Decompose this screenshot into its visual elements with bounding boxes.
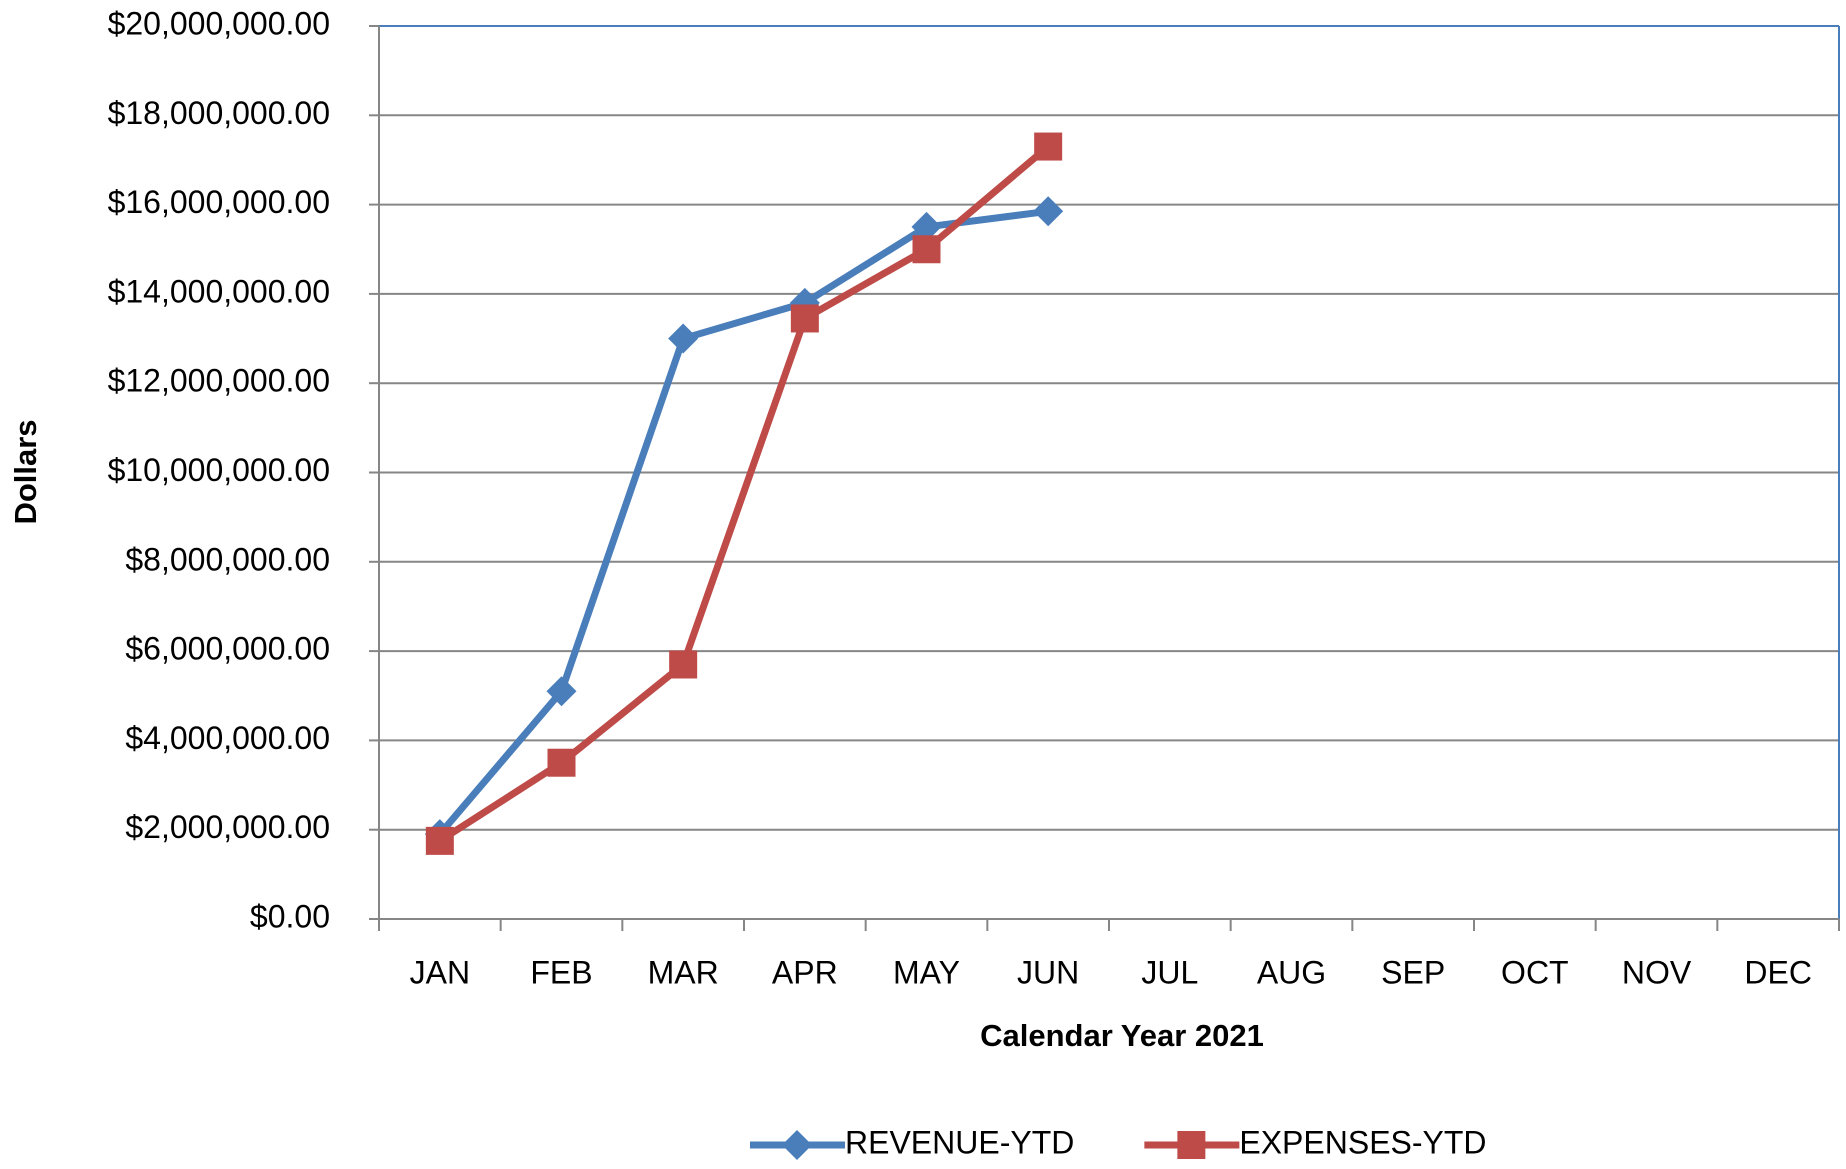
y-tick-label: $6,000,000.00 (125, 631, 330, 667)
x-tick-label: NOV (1622, 954, 1692, 990)
y-tick-label: $10,000,000.00 (108, 452, 330, 488)
legend-marker (1177, 1131, 1206, 1159)
x-tick-label: DEC (1744, 954, 1812, 990)
x-tick-label: OCT (1501, 954, 1569, 990)
legend-marker (782, 1130, 812, 1160)
legend-label: REVENUE-YTD (845, 1124, 1074, 1160)
data-point (912, 235, 941, 264)
y-tick-label: $14,000,000.00 (108, 273, 330, 309)
y-tick-label: $2,000,000.00 (125, 809, 330, 845)
y-tick-label: $4,000,000.00 (125, 720, 330, 756)
series-line (437, 143, 1051, 844)
data-point (669, 650, 698, 679)
y-tick-label: $8,000,000.00 (125, 541, 330, 577)
x-axis-title: Calendar Year 2021 (980, 1018, 1264, 1053)
y-tick-label: $16,000,000.00 (108, 184, 330, 220)
series-line (437, 207, 1049, 837)
legend-label: EXPENSES-YTD (1239, 1124, 1486, 1160)
data-point (668, 323, 699, 354)
y-axis-title: Dollars (8, 419, 43, 524)
x-tick-label: AUG (1257, 954, 1326, 990)
x-tick-label: JUN (1017, 954, 1079, 990)
x-tick-label: FEB (530, 954, 592, 990)
y-tick-label: $20,000,000.00 (108, 5, 330, 41)
data-point (547, 748, 576, 777)
x-tick-label: APR (772, 954, 838, 990)
x-tick-label: JAN (410, 954, 470, 990)
x-tick-label: SEP (1381, 954, 1445, 990)
x-tick-label: MAY (893, 954, 960, 990)
y-tick-label: $0.00 (250, 898, 330, 934)
y-tick-label: $12,000,000.00 (108, 363, 330, 399)
data-point (1034, 132, 1063, 161)
x-tick-label: JUL (1141, 954, 1198, 990)
data-point (425, 826, 454, 855)
data-point (546, 676, 577, 707)
x-tick-label: MAR (648, 954, 719, 990)
data-point (911, 211, 942, 242)
data-point (790, 304, 819, 333)
data-point (1033, 196, 1064, 227)
y-tick-label: $18,000,000.00 (108, 95, 330, 131)
